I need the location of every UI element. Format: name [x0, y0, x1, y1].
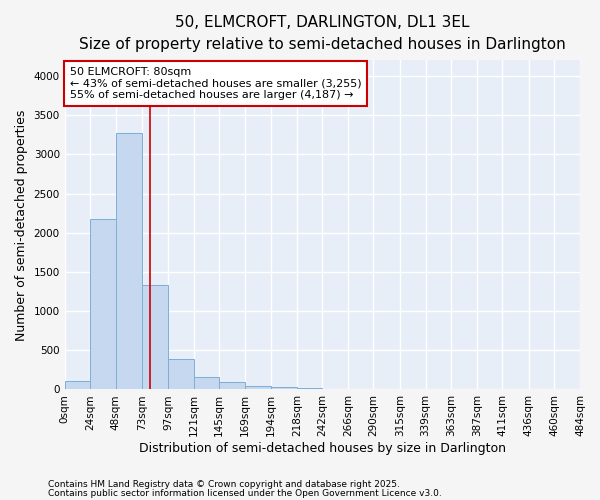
Bar: [90, 220, 117, 390]
Bar: [142, 285, 168, 390]
Text: Contains public sector information licensed under the Open Government Licence v3: Contains public sector information licen…: [48, 489, 442, 498]
Text: Contains HM Land Registry data © Crown copyright and database right 2025.: Contains HM Land Registry data © Crown c…: [48, 480, 400, 489]
Bar: [245, 386, 271, 390]
Bar: [193, 378, 219, 390]
Bar: [168, 359, 193, 390]
Bar: [297, 388, 322, 390]
Bar: [271, 387, 297, 390]
Bar: [116, 133, 142, 390]
Bar: [322, 388, 348, 390]
Bar: [219, 382, 245, 390]
Y-axis label: Number of semi-detached properties: Number of semi-detached properties: [15, 109, 28, 340]
Title: 50, ELMCROFT, DARLINGTON, DL1 3EL
Size of property relative to semi-detached hou: 50, ELMCROFT, DARLINGTON, DL1 3EL Size o…: [79, 15, 566, 52]
Text: 50 ELMCROFT: 80sqm
← 43% of semi-detached houses are smaller (3,255)
55% of semi: 50 ELMCROFT: 80sqm ← 43% of semi-detache…: [70, 67, 361, 100]
Bar: [65, 381, 90, 390]
X-axis label: Distribution of semi-detached houses by size in Darlington: Distribution of semi-detached houses by …: [139, 442, 506, 455]
